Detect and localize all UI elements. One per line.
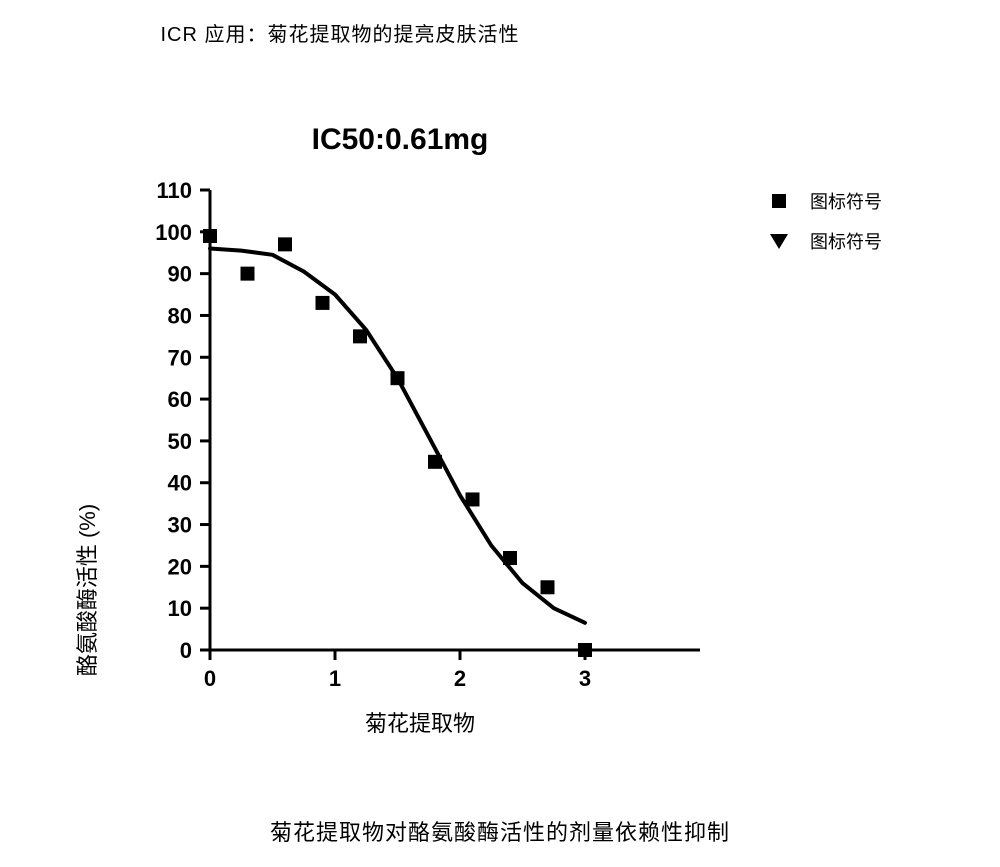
legend-item-label: 图标符号 [810,228,882,254]
legend: 图标符号 图标符号 [770,188,882,268]
svg-text:100: 100 [155,220,192,245]
svg-text:110: 110 [157,180,193,203]
page-bottom-caption: 菊花提取物对酪氨酸酶活性的剂量依赖性抑制 [0,815,1000,847]
legend-item: 图标符号 [770,188,882,214]
square-marker-icon [770,192,788,210]
y-axis-label: 酪氨酸酶活性 (%) [70,350,102,830]
chart-svg: 010203040506070809010011001234 [60,180,700,770]
svg-text:90: 90 [168,262,192,287]
svg-text:1: 1 [329,666,341,691]
page-top-caption: ICR 应用：菊花提取物的提亮皮肤活性 [0,18,680,47]
svg-text:0: 0 [180,638,192,663]
svg-text:40: 40 [168,471,192,496]
legend-item-label: 图标符号 [810,188,882,214]
svg-text:2: 2 [454,666,466,691]
svg-text:10: 10 [168,596,192,621]
svg-text:80: 80 [168,303,192,328]
svg-text:0: 0 [204,666,216,691]
svg-text:70: 70 [168,345,192,370]
chart-area: 酪氨酸酶活性 (%) 01020304050607080901001100123… [60,180,700,770]
legend-item: 图标符号 [770,228,882,254]
svg-text:50: 50 [168,429,192,454]
svg-text:60: 60 [168,387,192,412]
svg-text:30: 30 [168,513,192,538]
svg-text:3: 3 [579,666,591,691]
page: ICR 应用：菊花提取物的提亮皮肤活性 IC50:0.61mg 图标符号 图标符… [0,0,1000,867]
triangle-down-marker-icon [770,232,788,250]
chart-title: IC50:0.61mg [120,123,680,157]
svg-text:20: 20 [168,554,192,579]
x-axis-label: 菊花提取物 [220,706,620,738]
